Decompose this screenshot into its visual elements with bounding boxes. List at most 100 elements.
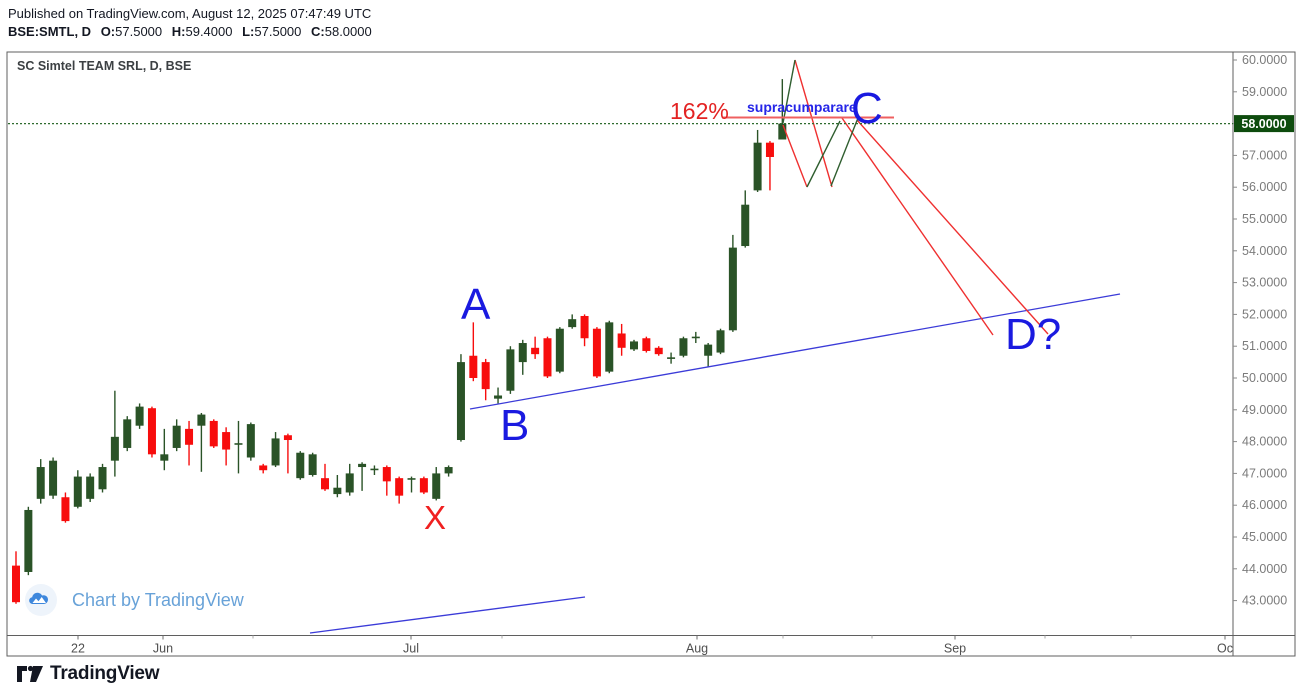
projection-red-segment — [841, 117, 994, 336]
candle-body — [197, 414, 206, 426]
candle-body — [605, 322, 614, 372]
candle — [271, 432, 280, 468]
candle-body — [691, 336, 700, 339]
candle-body — [716, 330, 725, 353]
published-line: Published on TradingView.com, August 12,… — [8, 6, 372, 21]
candle-body — [667, 357, 676, 359]
candle — [753, 129, 762, 192]
candle-body — [123, 419, 132, 448]
candle — [246, 422, 255, 461]
candle-body — [518, 343, 527, 363]
projection-red-segment — [856, 119, 1049, 335]
point-x-label: X — [424, 499, 447, 536]
candle-body — [617, 333, 626, 348]
fib-162-label: 162% — [670, 98, 729, 124]
candle-body — [728, 247, 737, 331]
candle — [704, 343, 713, 367]
candle — [419, 476, 428, 495]
candle-body — [98, 467, 107, 490]
candle-body — [630, 341, 638, 350]
y-axis-label: 47.0000 — [1242, 466, 1287, 480]
candle-body — [246, 424, 255, 458]
candle-body — [765, 142, 774, 157]
candle — [716, 328, 725, 355]
chart-legend-title: SC Simtel TEAM SRL, D, BSE — [17, 59, 192, 73]
candle-body — [469, 355, 478, 378]
candle-body — [778, 123, 787, 140]
y-axis-label: 59.0000 — [1242, 85, 1287, 99]
candle — [456, 354, 465, 442]
candle — [296, 451, 305, 480]
candle — [259, 463, 268, 474]
candle-body — [679, 338, 688, 356]
point-d-label: D? — [1005, 310, 1062, 359]
candle — [630, 339, 638, 351]
y-axis-label: 60.0000 — [1242, 53, 1287, 67]
candle — [642, 336, 651, 353]
candle — [12, 551, 20, 604]
candle — [444, 465, 453, 477]
candle-body — [73, 476, 82, 507]
candle-body — [741, 204, 750, 247]
candle — [73, 470, 82, 509]
candle-body — [296, 452, 305, 479]
candle — [728, 234, 737, 332]
y-axis-label: 46.0000 — [1242, 498, 1287, 512]
y-axis-label: 43.0000 — [1242, 594, 1287, 608]
candle-body — [222, 432, 231, 450]
price-badge-label: 58.0000 — [1241, 117, 1286, 131]
candle — [61, 492, 70, 523]
candle-body — [185, 428, 194, 445]
footer-brand-text: TradingView — [50, 663, 160, 684]
candle-body — [704, 344, 713, 356]
candle — [197, 412, 206, 472]
candle — [778, 79, 787, 140]
y-axis-label: 44.0000 — [1242, 562, 1287, 576]
candle-body — [543, 338, 552, 377]
candle — [370, 465, 379, 475]
candle — [469, 322, 478, 382]
plot-area — [12, 59, 1121, 634]
tradingview-footer-logo[interactable]: TradingView — [17, 663, 160, 685]
candle — [654, 346, 663, 356]
tradingview-17-icon — [17, 665, 43, 682]
watermark-label: Chart by TradingView — [72, 589, 244, 610]
candle — [518, 339, 527, 375]
y-axis-label: 49.0000 — [1242, 403, 1287, 417]
candle — [36, 459, 45, 504]
x-axis-label: Jul — [403, 642, 419, 656]
candle — [765, 141, 774, 191]
point-a-label: A — [461, 280, 491, 329]
candle — [691, 331, 700, 344]
candle — [321, 463, 329, 491]
candle-body — [24, 509, 33, 572]
x-axis-label: 22 — [71, 642, 85, 656]
candle-body — [271, 438, 280, 466]
point-c-label: C — [851, 84, 883, 133]
candle-body — [259, 465, 268, 471]
candle-body — [160, 454, 169, 461]
y-axis-label: 48.0000 — [1242, 435, 1287, 449]
ohlc-open: O:57.5000 — [100, 24, 163, 39]
candle — [333, 474, 342, 498]
candle — [86, 473, 95, 503]
candle-body — [135, 406, 144, 426]
candle — [568, 314, 577, 329]
projection-green-segment — [806, 120, 841, 188]
tradingview-watermark[interactable]: Chart by TradingView — [24, 583, 244, 617]
symbol-name: BSE:SMTL, D — [8, 24, 92, 39]
y-axis-label: 57.0000 — [1242, 148, 1287, 162]
candle — [209, 419, 218, 448]
candle-body — [432, 473, 441, 499]
projection-red-segment — [782, 124, 808, 188]
y-axis-label: 53.0000 — [1242, 276, 1287, 290]
candle — [617, 323, 626, 356]
candle-body — [283, 435, 292, 441]
x-axis-label: Aug — [686, 642, 708, 656]
candle — [741, 190, 750, 248]
x-axis-label: Sep — [944, 642, 966, 656]
x-axis-label: Oc — [1217, 642, 1233, 656]
y-axis-label: 54.0000 — [1242, 244, 1287, 258]
candle-body — [481, 362, 490, 390]
candle — [667, 352, 676, 364]
